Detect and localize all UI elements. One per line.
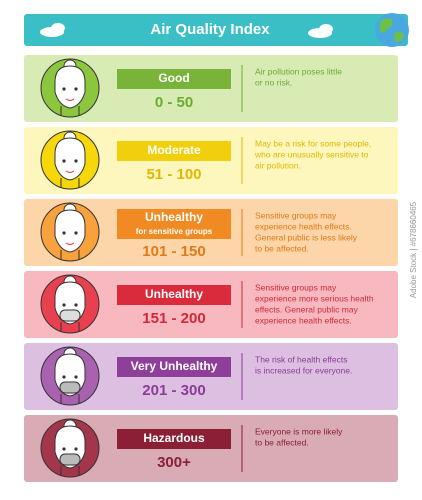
level-description: experience more serious health — [255, 293, 374, 303]
neck — [60, 106, 80, 116]
level-description: effects. General public may — [255, 304, 359, 314]
neck — [60, 178, 80, 188]
level-label: Unhealthy — [145, 210, 203, 224]
level-label: Unhealthy — [145, 287, 203, 301]
eye — [74, 303, 78, 307]
mouth — [65, 170, 75, 173]
eye — [74, 447, 78, 451]
mask — [59, 453, 81, 466]
level-range: 0 - 50 — [155, 94, 193, 111]
neck — [60, 250, 80, 260]
mouth — [65, 242, 75, 245]
globe-icon — [375, 13, 409, 47]
mouth — [65, 98, 75, 101]
eye — [74, 87, 78, 91]
mask — [59, 381, 81, 394]
level-range: 101 - 150 — [142, 243, 205, 260]
neck — [60, 394, 80, 404]
level-sublabel: for sensitive groups — [136, 227, 213, 236]
face — [54, 65, 86, 109]
level-description: The risk of health effects — [255, 354, 347, 364]
eye — [62, 303, 66, 307]
eye — [74, 231, 78, 235]
eye — [62, 87, 66, 91]
title-banner — [24, 14, 408, 46]
level-description: to be affected. — [255, 243, 309, 253]
level-description: or no risk. — [255, 77, 292, 87]
level-range: 201 - 300 — [142, 382, 205, 399]
level-range: 51 - 100 — [146, 166, 201, 183]
level-description: May be a risk for some people, — [255, 138, 371, 148]
level-label: Hazardous — [143, 431, 205, 445]
level-label-box — [117, 209, 231, 239]
level-description: who are unusually sensitive to — [254, 149, 369, 159]
level-label-box — [117, 429, 231, 449]
level-description: Sensitive groups may — [255, 282, 337, 292]
level-label-box — [117, 285, 231, 305]
level-range: 300+ — [157, 454, 191, 471]
level-label: Very Unhealthy — [131, 359, 218, 373]
eye — [62, 231, 66, 235]
level-description: is increased for everyone. — [255, 365, 352, 375]
eye — [74, 159, 78, 163]
eye — [62, 159, 66, 163]
neck — [60, 466, 80, 476]
face — [54, 137, 86, 181]
level-range: 151 - 200 — [142, 310, 205, 327]
level-label: Good — [158, 71, 189, 85]
level-description: Everyone is more likely — [255, 426, 343, 436]
cloud — [40, 23, 333, 38]
title: Air Quality Index — [150, 21, 270, 38]
level-label-box — [117, 69, 231, 89]
face — [54, 209, 86, 253]
eye — [74, 375, 78, 379]
level-row: Very Unhealthy 201 - 300 The risk of healt… — [24, 343, 398, 410]
eye — [62, 375, 66, 379]
level-row: Moderate 51 - 100 May be a risk for some p… — [24, 127, 398, 194]
watermark: Adobe Stock | #678660465 — [409, 201, 418, 298]
level-label: Moderate — [147, 143, 201, 157]
level-label-box — [117, 141, 231, 161]
level-description: General public is less likely — [255, 232, 358, 242]
level-description: experience health effects. — [255, 315, 352, 325]
level-description: Sensitive groups may — [255, 210, 337, 220]
level-description: Air pollution poses little — [255, 66, 342, 76]
mask — [59, 309, 81, 322]
level-label-box — [117, 357, 231, 377]
level-row: Unhealthy for sensitive groups 101 - 150 Se… — [24, 199, 398, 266]
neck — [60, 322, 80, 332]
level-description: experience health effects. — [255, 221, 352, 231]
level-description: to be affected. — [255, 437, 309, 447]
eye — [62, 447, 66, 451]
level-description: air pollution. — [255, 160, 301, 170]
